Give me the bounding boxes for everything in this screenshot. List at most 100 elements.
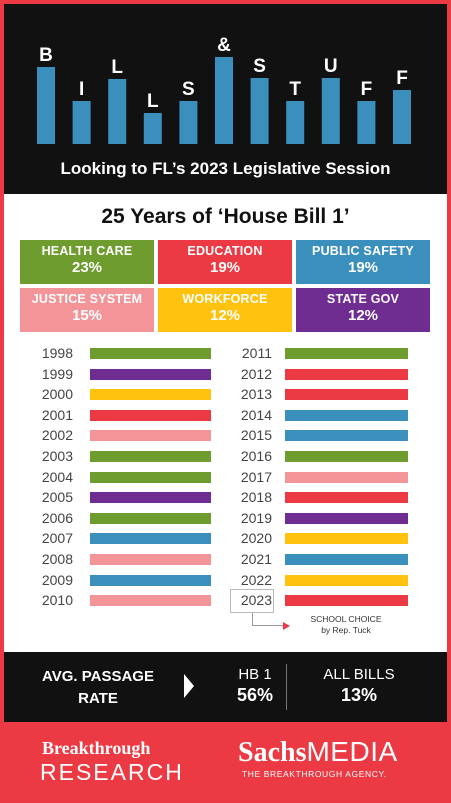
year-category-bar xyxy=(90,409,211,421)
year-category-bar xyxy=(285,471,408,483)
sachs-logo-bold: Sachs xyxy=(238,737,307,768)
category-tile: STATE GOV 12% xyxy=(296,288,430,332)
note-line2: by Rep. Tuck xyxy=(321,625,371,636)
year-category-bar xyxy=(90,451,211,462)
passage-rate-panel: AVG. PASSAGE RATE HB 1 56% ALL BILLS 13% xyxy=(4,652,447,722)
header-banner: B I L L S & S T U F F Looking to FL’s 2023 Legisla… xyxy=(4,4,447,194)
year-label: 2017 xyxy=(240,468,272,485)
logo-letter: S xyxy=(182,79,195,100)
year-timeline: 1998 1999 2000 2001 2002 2003 2004 2005 2006 2007… xyxy=(0,345,451,646)
year-label: 2014 xyxy=(240,406,272,423)
year-category-bar xyxy=(90,348,211,359)
page-title: 25 Years of ‘House Bill 1’ xyxy=(101,205,350,228)
passage-rate-label: AVG. PASSAGE RATE xyxy=(18,666,178,710)
year-label: 2004 xyxy=(41,468,73,485)
note-line1: SCHOOL CHOICE xyxy=(310,614,382,625)
logo-letter: S xyxy=(253,56,266,77)
logo-bar xyxy=(72,101,91,144)
callout-connector xyxy=(252,613,284,627)
logo-bar xyxy=(321,78,340,144)
category-legend: HEALTH CARE 23% EDUCATION 19% PUBLIC SAFETY 1… xyxy=(20,240,430,332)
category-tile: WORKFORCE 12% xyxy=(158,288,292,332)
category-name: HEALTH CARE xyxy=(41,244,133,258)
category-tile: EDUCATION 19% xyxy=(158,240,292,284)
logo-letter: I xyxy=(79,79,84,100)
year-label: 2016 xyxy=(240,448,272,464)
logo-letter: B xyxy=(39,45,53,66)
highlight-box-2023 xyxy=(230,589,274,614)
year-label: 2005 xyxy=(41,489,73,506)
year-label: 2013 xyxy=(240,386,272,403)
logo-bar xyxy=(143,113,162,144)
year-label: 2023 xyxy=(240,592,272,609)
breakthrough-logo-line2: RESEARCH xyxy=(40,759,184,785)
category-name: WORKFORCE xyxy=(182,292,268,306)
year-category-bar xyxy=(90,574,211,586)
school-choice-note: SCHOOL CHOICE by Rep. Tuck xyxy=(296,614,396,636)
year-label: 2007 xyxy=(41,530,73,547)
year-category-bar xyxy=(90,492,211,504)
year-category-bar xyxy=(285,348,408,359)
logo-bar xyxy=(286,101,305,144)
category-percent: 12% xyxy=(347,307,379,324)
logo-letter: F xyxy=(361,79,373,100)
category-percent: 19% xyxy=(209,259,241,276)
logo-bar xyxy=(108,79,127,144)
year-category-bar xyxy=(285,389,408,401)
year-label: 2001 xyxy=(41,406,73,423)
category-tile: HEALTH CARE 23% xyxy=(20,240,154,284)
all-bills-value: 13% xyxy=(340,685,378,705)
hb1-value: 56% xyxy=(236,685,274,705)
logo-letter: U xyxy=(324,56,338,77)
category-percent: 15% xyxy=(71,307,103,324)
category-percent: 12% xyxy=(209,307,241,324)
category-name: JUSTICE SYSTEM xyxy=(31,292,143,306)
year-label: 1998 xyxy=(41,345,73,361)
bills-and-stuff-logo-bars: B I L L S & S T U F F xyxy=(37,35,411,144)
stat-divider xyxy=(286,664,287,710)
arrow-right-icon xyxy=(283,622,290,631)
logo-letter: L xyxy=(111,57,123,78)
year-label: 2019 xyxy=(240,509,272,526)
year-label: 2020 xyxy=(240,530,272,547)
year-category-bar xyxy=(90,389,211,401)
year-category-bar xyxy=(285,409,408,421)
year-category-bar xyxy=(285,368,408,380)
year-category-bar xyxy=(90,471,211,483)
sachs-logo-light: MEDIA xyxy=(306,736,398,767)
category-percent: 19% xyxy=(347,259,379,276)
hb1-label: HB 1 xyxy=(238,666,272,683)
logo-footer: Breakthrough RESEARCH SachsMEDIA THE BRE… xyxy=(4,722,447,799)
sachs-media-tagline: THE BREAKTHROUGH AGENCY. xyxy=(242,769,387,779)
chevron-right-icon xyxy=(184,674,194,698)
logo-letter: T xyxy=(289,79,301,100)
year-label: 2002 xyxy=(41,427,73,444)
category-tile: PUBLIC SAFETY 19% xyxy=(296,240,430,284)
year-label: 1999 xyxy=(41,365,73,382)
logo-bar xyxy=(215,57,233,144)
year-category-bar xyxy=(285,512,408,524)
year-category-bar xyxy=(285,451,408,462)
category-tile: JUSTICE SYSTEM 15% xyxy=(20,288,154,332)
logo-bar xyxy=(393,90,411,144)
year-label: 2015 xyxy=(240,427,272,444)
year-category-bar xyxy=(90,533,211,545)
year-category-bar xyxy=(285,554,408,565)
hb1-stat: HB 1 56% xyxy=(200,666,310,706)
passage-rate-label-line2: RATE xyxy=(78,690,118,707)
year-category-bar xyxy=(90,512,211,524)
category-name: STATE GOV xyxy=(326,292,400,306)
year-label: 2000 xyxy=(41,386,73,403)
sachs-media-logo: SachsMEDIA xyxy=(238,736,398,769)
year-label: 2018 xyxy=(240,489,272,506)
year-category-bar xyxy=(90,595,211,607)
year-label: 2008 xyxy=(41,551,73,567)
year-category-bar xyxy=(285,595,408,607)
header-subtitle: Looking to FL’s 2023 Legislative Session xyxy=(60,159,391,178)
category-percent: 23% xyxy=(71,259,103,276)
logo-bar xyxy=(357,101,376,144)
category-name: EDUCATION xyxy=(187,244,263,258)
logo-letter: F xyxy=(396,68,408,89)
logo-letter: & xyxy=(217,35,231,56)
year-label: 2009 xyxy=(41,571,73,588)
